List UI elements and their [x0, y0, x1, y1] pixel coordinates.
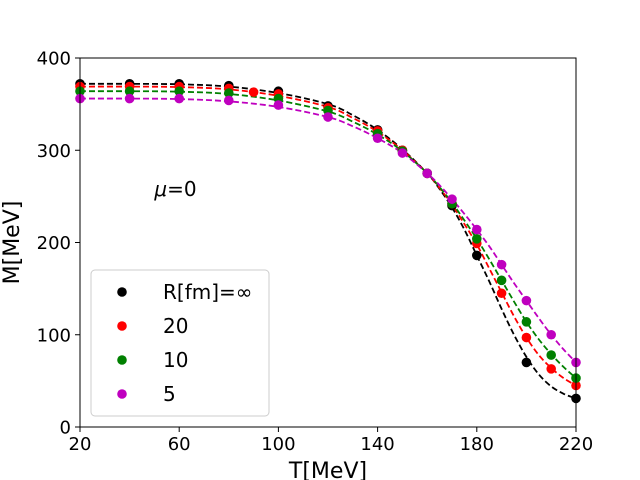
legend-marker-1	[117, 321, 127, 331]
x-tick-label: 220	[559, 434, 593, 455]
series-0-point-11	[521, 357, 532, 368]
x-tick-label: 20	[69, 434, 92, 455]
series-2-point-3	[224, 88, 234, 98]
series-3-point-13	[546, 329, 556, 340]
series-1-point-14	[546, 364, 556, 374]
series-3-point-12	[521, 295, 532, 306]
x-tick-label: 140	[360, 434, 394, 455]
data-markers	[75, 79, 581, 404]
series-3-point-11	[496, 259, 507, 270]
series-3-point-3	[224, 95, 234, 106]
x-axis-label: T[MeV]	[288, 459, 367, 480]
mu-annotation: μ=0	[153, 177, 196, 201]
series-0-point-10	[472, 250, 482, 261]
x-tick-label: 180	[460, 434, 494, 455]
series-3-point-1	[124, 93, 135, 104]
legend-marker-0	[117, 287, 127, 297]
y-tick-label: 400	[37, 49, 71, 70]
y-tick-label: 200	[37, 233, 71, 254]
legend-box	[90, 269, 270, 417]
mu-value: =0	[167, 177, 196, 201]
series-1-point-13	[521, 332, 532, 343]
series-3-fit-line	[79, 97, 577, 364]
series-3-point-9	[447, 194, 457, 204]
series-1-point-4	[248, 87, 259, 97]
x-tick-label: 100	[261, 434, 295, 455]
y-axis-label: M[MeV]	[0, 201, 25, 285]
series-2-point-10	[472, 234, 482, 244]
legend-label-1: 20	[163, 314, 188, 338]
legend-label-0: R[fm]=∞	[163, 280, 252, 304]
legend-label-2: 10	[163, 348, 188, 372]
y-tick-label: 300	[37, 141, 71, 162]
series-2-point-11	[496, 275, 507, 286]
series-1-point-12	[496, 288, 507, 299]
series-2-point-12	[521, 317, 532, 327]
series-2-point-13	[546, 350, 556, 360]
y-tick-label: 0	[60, 418, 71, 439]
series-3-point-2	[174, 93, 184, 104]
series-2-point-2	[174, 86, 184, 97]
y-tick-label: 100	[37, 325, 71, 346]
series-3-point-4	[273, 100, 284, 110]
legend-label-3: 5	[163, 382, 176, 406]
x-axis-ticks: 20 60 100 140 180 220	[69, 427, 593, 455]
legend-marker-3	[117, 389, 127, 399]
series-3-point-10	[472, 224, 482, 235]
x-tick-label: 60	[168, 434, 191, 455]
legend-marker-2	[117, 355, 127, 365]
series-3-point-6	[372, 133, 383, 144]
series-2-point-1	[124, 86, 135, 97]
y-axis-ticks: 0 100 200 300 400	[37, 49, 80, 439]
legend: R[fm]=∞ 20 10 5	[90, 269, 270, 417]
series-3-point-5	[323, 112, 333, 122]
series-3-point-7	[397, 148, 408, 158]
mu-symbol: μ	[153, 177, 167, 201]
series-3-point-8	[422, 168, 433, 179]
